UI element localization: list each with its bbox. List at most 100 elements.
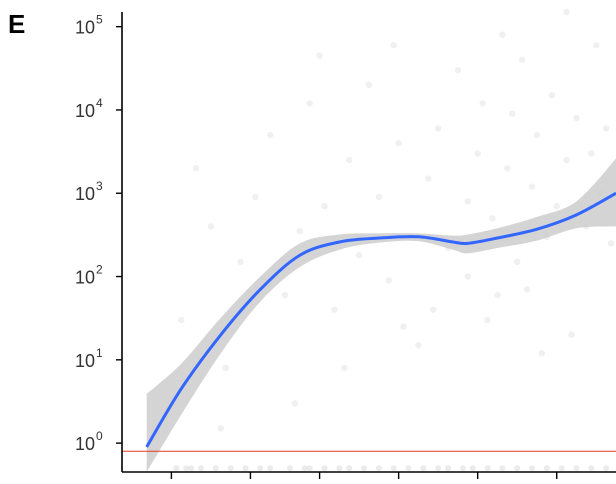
data-point [523,286,531,293]
data-point [178,316,185,324]
y-tick-exponent: 5 [96,13,103,27]
data-point [494,291,501,299]
data-point [405,465,412,472]
data-point [415,341,422,349]
data-point [602,125,610,132]
data-point [321,202,328,210]
data-point [435,465,442,472]
y-tick-label: 10 [75,184,95,204]
data-point [390,41,397,49]
data-point [227,465,234,472]
data-point [445,465,452,472]
data-point [306,100,313,107]
y-tick-label: 10 [75,18,95,38]
data-point [484,465,491,472]
data-point [558,465,565,472]
data-point [207,223,215,230]
y-tick-label: 10 [75,101,95,121]
data-point [529,465,536,472]
data-point [336,465,343,472]
data-point [188,465,195,472]
data-point [183,465,190,472]
data-point [563,8,570,16]
data-point [514,465,521,472]
data-point [573,465,580,472]
data-point [420,465,427,472]
data-point [198,465,205,472]
data-point [257,465,264,472]
smooth-fit-line [145,191,616,448]
data-point [242,465,249,472]
data-point [514,258,521,266]
data-point [425,175,432,182]
data-point [469,465,476,472]
data-point [390,465,397,472]
data-point [395,139,402,147]
data-point [454,67,462,74]
data-point [375,465,382,472]
data-point [464,273,471,280]
data-point [464,198,471,205]
data-point [573,114,580,122]
data-point [499,31,506,38]
data-point [385,277,392,284]
data-point [346,156,353,164]
data-point [430,306,437,313]
data-point [533,131,541,139]
data-point [509,110,516,117]
data-point [603,465,610,472]
data-point [538,350,546,357]
y-tick-exponent: 2 [96,263,103,277]
data-point [306,465,313,472]
data-point [267,465,274,472]
data-point [499,465,506,472]
y-tick-label: 10 [75,351,95,371]
data-point [316,52,323,59]
data-point [563,156,570,164]
data-point [588,465,595,472]
data-point [548,92,555,99]
data-point [607,240,615,247]
data-point [361,465,368,472]
data-point [296,228,304,235]
data-point [237,258,244,266]
data-point [281,291,289,299]
data-point [286,465,293,472]
data-point [267,131,274,139]
data-point [217,425,224,432]
data-point [489,215,496,222]
data-point [321,465,328,472]
data-point [543,465,550,472]
data-point [588,150,595,157]
y-tick-exponent: 4 [96,96,103,110]
y-tick-exponent: 0 [96,429,103,443]
data-point [484,316,491,324]
data-point [518,56,526,64]
data-point [173,465,180,472]
data-point [341,364,348,372]
y-tick-label: 10 [75,268,95,288]
data-point [301,465,308,472]
data-point [331,306,338,313]
data-point [355,252,363,259]
data-point [400,323,407,330]
x-axis-ticks [170,472,558,479]
y-tick-exponent: 3 [96,179,103,193]
data-point [434,125,442,132]
data-point [593,41,600,49]
data-point [568,331,575,338]
data-point [252,193,259,201]
data-point [222,364,229,372]
data-point [459,465,466,472]
data-point [504,164,511,172]
data-point [291,400,299,407]
y-tick-exponent: 1 [96,346,103,360]
data-point [528,183,536,190]
y-tick-label: 10 [75,434,95,454]
data-point [479,100,486,107]
data-point [474,150,481,157]
data-point [365,81,373,89]
data-point [212,465,219,472]
